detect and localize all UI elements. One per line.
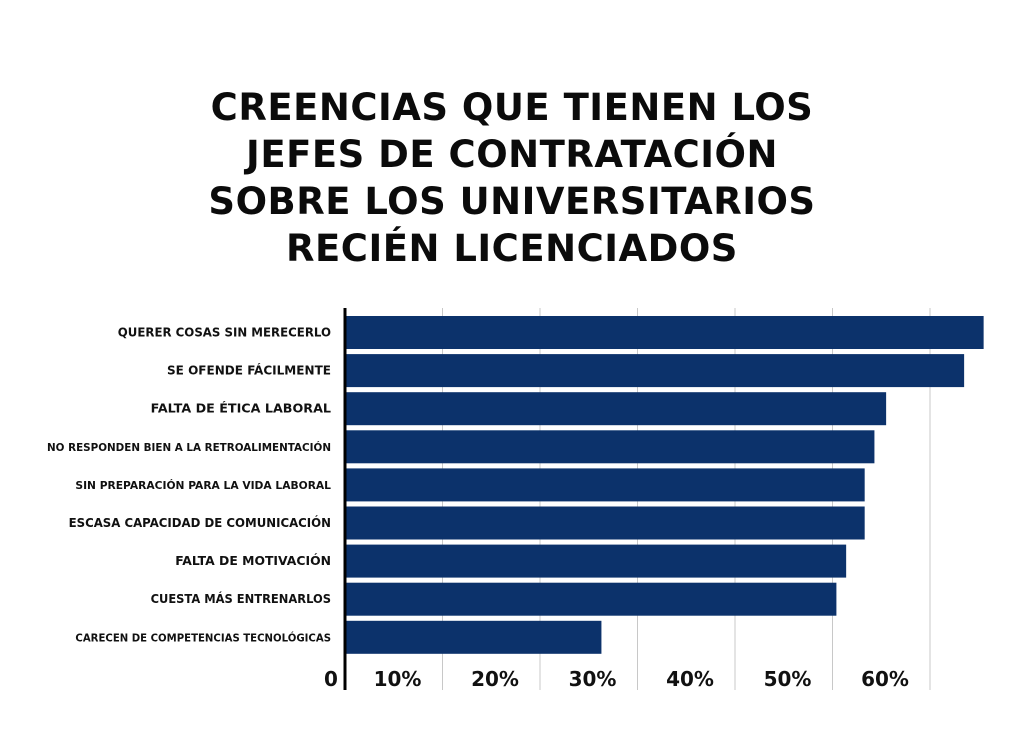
bar-1 [345,354,965,388]
category-label-7: CUESTA MÁS ENTRENARLOS [151,591,331,606]
bar-8 [345,620,602,654]
x-tick-label-5: 50% [764,667,812,691]
bar-4 [345,468,865,502]
chart-title-line-1: CREENCIAS QUE TIENEN LOS [210,86,814,129]
x-tick-label-0: 0 [324,667,338,691]
category-label-3: NO RESPONDEN BIEN A LA RETROALIMENTACIÓN [47,441,331,454]
category-label-4: SIN PREPARACIÓN PARA LA VIDA LABORAL [75,479,331,492]
bar-7 [345,582,837,616]
category-label-2: FALTA DE ÉTICA LABORAL [151,401,331,416]
bar-6 [345,544,847,578]
category-label-0: QUERER COSAS SIN MERECERLO [118,325,331,340]
chart-title-line-4: RECIÉN LICENCIADOS [286,227,738,270]
x-tick-label-3: 30% [569,667,617,691]
chart-title-line-3: SOBRE LOS UNIVERSITARIOS [208,180,816,223]
x-tick-label-4: 40% [666,667,714,691]
x-tick-label-2: 20% [471,667,519,691]
x-tick-label-1: 10% [374,667,422,691]
chart-title-line-2: JEFES DE CONTRATACIÓN [246,133,778,176]
bar-5 [345,506,865,540]
bar-3 [345,430,875,464]
x-tick-label-6: 60% [861,667,909,691]
category-label-5: ESCASA CAPACIDAD DE COMUNICACIÓN [69,515,331,530]
bar-0 [345,316,984,349]
bar-2 [345,392,887,426]
category-label-1: SE OFENDE FÁCILMENTE [167,363,331,378]
category-label-6: FALTA DE MOTIVACIÓN [175,553,331,568]
chart-title: CREENCIAS QUE TIENEN LOS JEFES DE CONTRA… [0,84,1024,272]
category-label-8: CARECEN DE COMPETENCIAS TECNOLÓGICAS [75,631,331,644]
